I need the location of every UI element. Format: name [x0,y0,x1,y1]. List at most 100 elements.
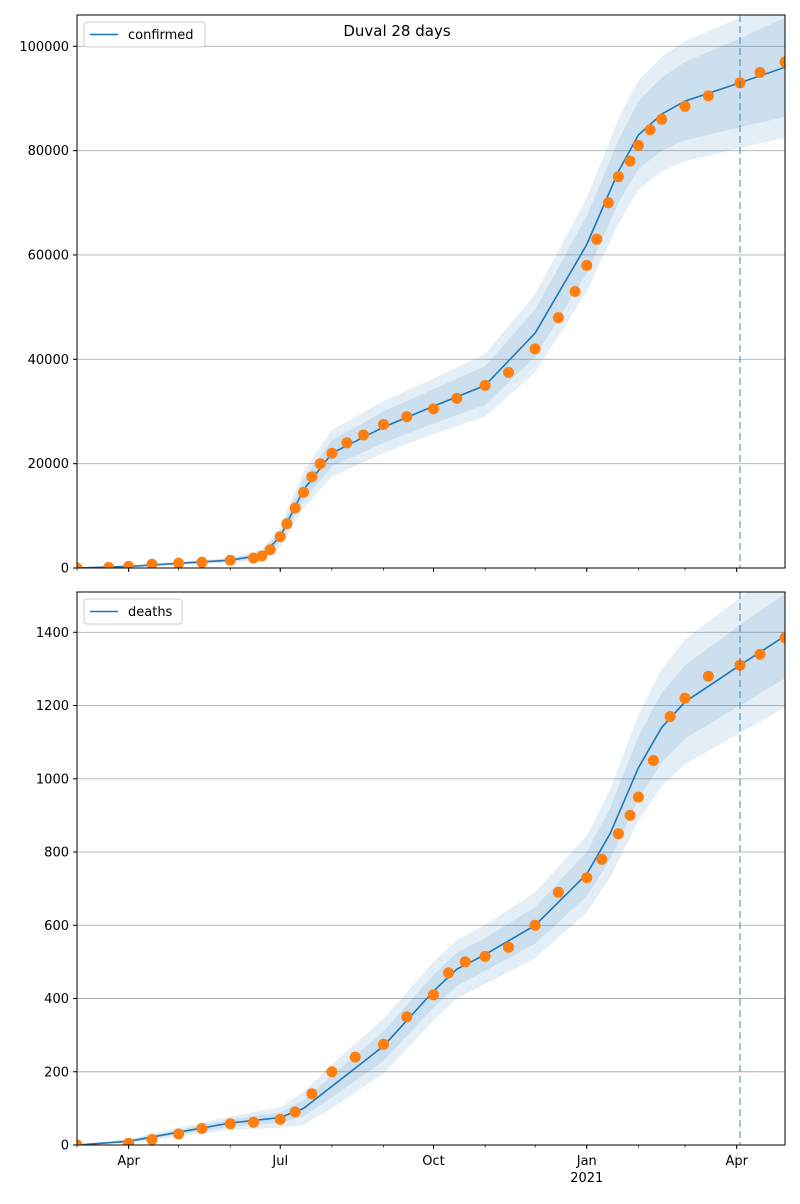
observed-point [632,791,644,803]
observed-point [77,562,83,568]
y-tick-label: 100000 [19,40,69,55]
legend-box [83,598,183,625]
observed-point [734,659,746,671]
observed-point [612,828,624,840]
observed-point [196,1123,208,1134]
y-tick-label: 800 [44,846,69,861]
observed-point [401,411,413,423]
observed-point [679,692,691,704]
legend-box [83,21,206,48]
observed-point [702,90,714,102]
observed-point [248,552,260,564]
observed-point [612,171,624,183]
legend-label: deaths [128,605,173,620]
observed-point [314,458,326,470]
observed-point [378,1038,389,1050]
observed-point [459,956,471,968]
observed-point [428,989,439,1001]
x-tick-label: Jul [271,1154,288,1169]
legend-label: confirmed [128,28,194,43]
uncertainty-band [77,17,785,568]
y-tick-label: 0 [61,562,69,577]
y-tick-label: 600 [44,919,69,934]
y-tick-label: 40000 [28,353,69,368]
observed-point [754,66,766,78]
observed-point [224,554,236,566]
observed-point [596,853,608,865]
y-tick-label: 200 [44,1065,69,1080]
observed-point [341,437,353,449]
observed-point [326,1066,338,1078]
observed-point [123,1137,135,1145]
observed-point [552,312,564,324]
observed-point [664,711,676,722]
observed-point [754,648,766,660]
legend: deaths [83,598,183,625]
observed-point [358,429,369,441]
observed-point [656,113,668,125]
observed-point [602,197,614,209]
observed-point [173,1128,185,1140]
y-tick-label: 1000 [36,772,69,787]
observed-point [647,755,659,766]
y-tick-label: 80000 [28,144,69,159]
chart-title: Duval 28 days [343,22,451,40]
observed-point [451,392,463,404]
observed-point [256,550,268,562]
observed-point [306,471,318,483]
observed-point [479,950,491,962]
observed-point [581,872,593,884]
confirmed-panel: 0 20000 40000 60000 80000 100000 confirmed [19,14,786,577]
x-tick-sublabel: 2021 [570,1171,603,1186]
observed-point [274,531,286,543]
observed-point [123,560,135,568]
uncertainty-band [77,592,785,1145]
observed-point [503,941,514,953]
observed-point [679,100,691,112]
observed-point [779,632,785,644]
observed-point [306,1088,318,1100]
observed-point [479,379,491,391]
observed-point [264,544,276,556]
observed-point [173,557,185,568]
observed-point [298,486,310,498]
plot-area [77,15,785,568]
uncertainty-band [77,15,785,568]
observed-point [632,139,644,151]
observed-point [274,1113,286,1125]
observed-point [401,1011,413,1023]
observed-point [378,419,389,430]
y-tick-label: 20000 [28,457,69,472]
observed-point [503,366,514,378]
observed-point [224,1118,236,1130]
observed-point [289,1106,301,1118]
uncertainty-band [77,593,785,1145]
x-tick-label: Jan [576,1154,597,1169]
observed-point [146,1134,158,1145]
observed-point [529,343,541,355]
observed-point [624,155,636,167]
observed-point [702,670,714,682]
observed-point [569,286,581,297]
observed-point [349,1051,361,1063]
axes-frame [76,14,786,569]
observed-point [581,259,593,271]
y-tick-label: 0 [61,1139,69,1154]
observed-point [326,447,338,459]
y-tick-label: 400 [44,992,69,1007]
observed-point [443,967,454,979]
observed-point [591,233,603,245]
y-tick-label: 60000 [28,248,69,263]
observed-point [644,124,656,136]
x-tick-label: Apr [725,1154,748,1169]
observed-point [281,518,293,530]
legend: confirmed [83,21,206,48]
observed-point [624,809,636,821]
observed-point [77,1139,83,1145]
observed-point [196,556,208,568]
observed-point [248,1116,260,1128]
deaths-panel: 0 200 400 600 800 1000 1200 1400 Apr Jul Oct Jan 202… [36,591,786,1186]
y-tick-label: 1200 [36,699,69,714]
